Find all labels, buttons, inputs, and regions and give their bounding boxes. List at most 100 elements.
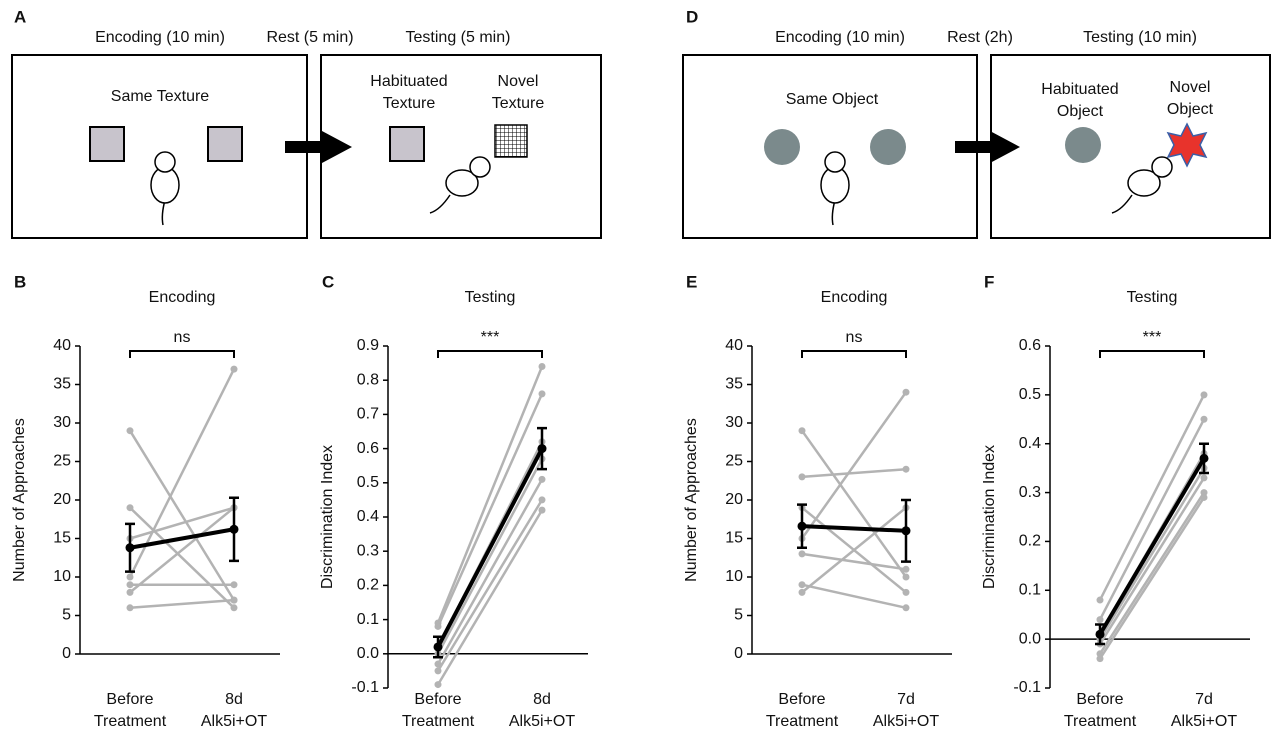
label: Object (1167, 101, 1214, 118)
y-tick-label: 30 (53, 414, 71, 431)
y-axis-label: Number of Approaches (683, 418, 700, 582)
mean-point (1096, 630, 1105, 639)
x-tick-label: Before (106, 691, 153, 708)
significance: ns (174, 329, 191, 346)
subject-point (903, 589, 910, 596)
y-tick-label: 0.8 (357, 371, 379, 388)
y-tick-label: 5 (734, 607, 743, 624)
subject-point (435, 681, 442, 688)
subject-point (1201, 474, 1208, 481)
y-tick-label: 40 (53, 337, 71, 354)
y-tick-label: 0.5 (1019, 386, 1041, 403)
subject-point (127, 574, 134, 581)
y-tick-label: 0.4 (357, 508, 379, 525)
subject-point (1201, 494, 1208, 501)
subject-point (903, 466, 910, 473)
texture (390, 127, 424, 161)
label: Habituated (1041, 81, 1118, 98)
object (870, 129, 906, 165)
subject-point (903, 389, 910, 396)
subject-point (799, 581, 806, 588)
x-tick-label: Alk5i+OT (1171, 713, 1237, 730)
label: Same Object (786, 91, 879, 108)
subject-point (1097, 655, 1104, 662)
x-tick-label: Treatment (1064, 713, 1137, 730)
subject-point (903, 574, 910, 581)
chart-title: Testing (1127, 289, 1178, 306)
y-tick-label: 30 (725, 414, 743, 431)
mean-point (798, 522, 807, 531)
y-tick-label: 0.2 (1019, 533, 1041, 550)
subject-point (1097, 597, 1104, 604)
y-tick-label: 0.0 (1019, 630, 1041, 647)
x-tick-label: 8d (225, 691, 243, 708)
subject-line (438, 510, 542, 684)
mean-point (902, 526, 911, 535)
subject-point (539, 390, 546, 397)
y-tick-label: 15 (725, 530, 743, 547)
mouse (430, 157, 490, 213)
subject-line (438, 394, 542, 627)
significance: *** (481, 329, 500, 346)
y-tick-label: 0.9 (357, 337, 379, 354)
phase: Testing (10 min) (1083, 29, 1197, 46)
subject-point (903, 604, 910, 611)
subject-point (799, 473, 806, 480)
subject-point (799, 589, 806, 596)
y-tick-label: 0.0 (357, 645, 379, 662)
subject-line (1100, 395, 1204, 600)
y-tick-label: 35 (53, 376, 71, 393)
subject-line (438, 459, 542, 654)
chart-title: Encoding (149, 289, 216, 306)
y-tick-label: 25 (725, 453, 743, 470)
y-axis-label: Discrimination Index (319, 445, 336, 589)
subject-point (1201, 416, 1208, 423)
phase: Encoding (10 min) (775, 29, 905, 46)
x-tick-label: 7d (897, 691, 915, 708)
y-tick-label: 0 (62, 645, 71, 662)
subject-point (539, 476, 546, 483)
x-tick-label: Treatment (94, 713, 167, 730)
diagram-d: D Encoding (10 min) Rest (2h) Testing (1… (683, 7, 1270, 238)
subject-line (438, 479, 542, 664)
box (321, 55, 601, 238)
y-tick-label: 0.6 (357, 440, 379, 457)
y-tick-label: -0.1 (351, 679, 379, 696)
object (1065, 127, 1101, 163)
significance: *** (1143, 329, 1162, 346)
label: Texture (492, 95, 545, 112)
subject-point (127, 504, 134, 511)
subject-point (435, 667, 442, 674)
significance-bracket (438, 351, 542, 358)
significance: ns (846, 329, 863, 346)
subject-point (539, 496, 546, 503)
label: Object (1057, 103, 1104, 120)
y-tick-label: 0.1 (1019, 582, 1041, 599)
subject-line (802, 469, 906, 477)
mean-line (438, 449, 542, 647)
y-tick-label: 10 (725, 568, 743, 585)
subject-point (435, 623, 442, 630)
y-tick-label: 0.3 (1019, 484, 1041, 501)
y-tick-label: 0.2 (357, 577, 379, 594)
panel-label: E (686, 272, 697, 291)
y-tick-label: 40 (725, 337, 743, 354)
y-axis-label: Number of Approaches (11, 418, 28, 582)
y-tick-label: -0.1 (1013, 679, 1041, 696)
subject-line (802, 392, 906, 538)
y-tick-label: 0.4 (1019, 435, 1041, 452)
y-tick-label: 20 (53, 491, 71, 508)
mouse (1112, 157, 1172, 213)
box (991, 55, 1270, 238)
arrow (955, 131, 1020, 163)
texture (208, 127, 242, 161)
panel-label: C (322, 272, 334, 291)
mean-line (130, 529, 234, 547)
panel-label: A (14, 7, 26, 26)
chart-title: Testing (465, 289, 516, 306)
y-tick-label: 0.1 (357, 611, 379, 628)
mean-line (1100, 458, 1204, 634)
subject-point (127, 427, 134, 434)
subject-point (127, 604, 134, 611)
x-tick-label: Before (414, 691, 461, 708)
